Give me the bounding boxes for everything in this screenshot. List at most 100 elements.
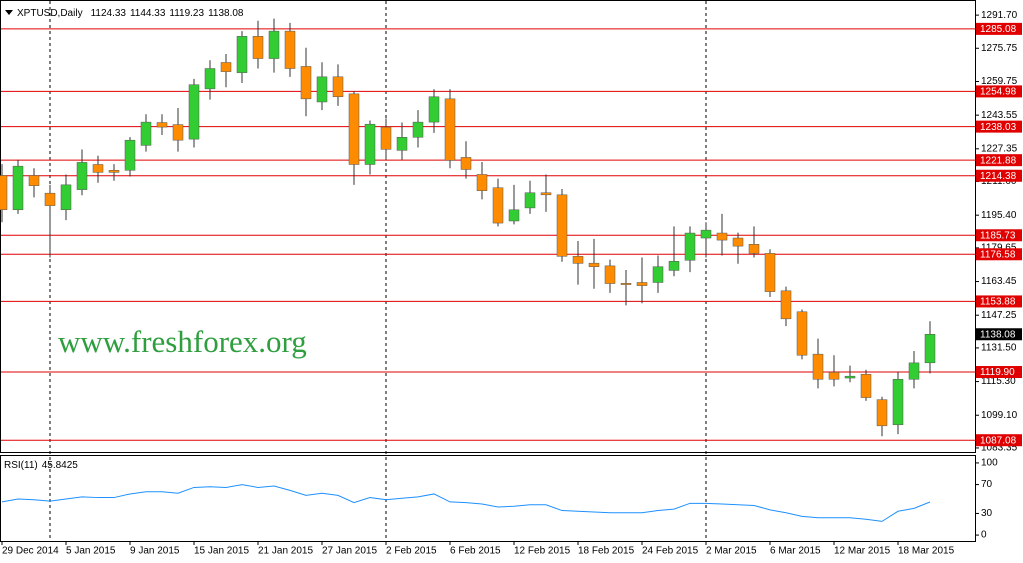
y-tick-label: 1275.75: [981, 43, 1018, 54]
candle-body: [60, 184, 72, 211]
x-tick-label: 6 Feb 2015: [450, 546, 501, 557]
candle-body: [444, 98, 456, 161]
candle-body: [380, 126, 392, 150]
y-tick-label: 1259.75: [981, 76, 1018, 87]
candle-body: [28, 175, 40, 186]
candle-body: [76, 162, 88, 190]
x-tick-label: 29 Dec 2014: [2, 546, 59, 557]
open: 1124.33: [91, 8, 127, 19]
level-label: 1214.38: [980, 171, 1017, 182]
main-panel: [0, 0, 976, 453]
high: 1144.33: [130, 8, 166, 19]
candle-body: [140, 121, 152, 146]
candle-body: [364, 123, 376, 165]
candle-body: [92, 164, 104, 173]
level-label-box: [976, 248, 1022, 261]
x-tick-label: 12 Mar 2015: [834, 546, 891, 557]
y-tick-label: 1179.65: [981, 243, 1017, 254]
candle-body: [572, 256, 584, 264]
candle-body: [492, 187, 504, 224]
candle-body: [44, 192, 56, 206]
candle-body: [268, 30, 280, 59]
level-label-box: [976, 154, 1022, 167]
candle-body: [316, 76, 328, 103]
y-tick-label: 1227.35: [981, 143, 1018, 154]
x-tick-label: 12 Feb 2015: [514, 546, 571, 557]
candle-body: [236, 36, 248, 73]
candle-body: [252, 36, 264, 59]
x-tick-label: 15 Jan 2015: [194, 546, 249, 557]
y-tick-label: 1115.30: [981, 376, 1016, 387]
candle-body: [684, 232, 696, 261]
level-label-box: [976, 434, 1022, 447]
x-tick-label: 9 Jan 2015: [130, 546, 180, 557]
candle-body: [748, 244, 760, 254]
level-label: 1176.58: [980, 249, 1016, 260]
y-tick-label: 1147.25: [981, 310, 1017, 321]
y-tick-label: 1243.55: [981, 110, 1018, 121]
candle-body: [908, 362, 920, 380]
level-label-box: [976, 120, 1022, 133]
candle-body: [732, 237, 744, 247]
candle-body: [780, 290, 792, 320]
current-price-box: [976, 328, 1022, 341]
y-tick-label: 1083.35: [981, 443, 1018, 454]
y-tick-label: 1099.10: [981, 410, 1018, 421]
y-tick-label: 1163.45: [981, 276, 1017, 287]
candle-body: [284, 30, 296, 69]
x-tick-label: 18 Mar 2015: [898, 546, 955, 557]
candle-body: [540, 192, 552, 196]
candle-body: [348, 93, 360, 165]
x-tick-label: 27 Jan 2015: [322, 546, 377, 557]
candle-body: [204, 68, 216, 90]
level-label: 1119.90: [980, 367, 1015, 378]
menu-icon: [5, 10, 13, 15]
symbol: XPTUSD,Daily: [17, 8, 83, 19]
level-label-box: [976, 366, 1022, 379]
watermark: www.freshforex.org: [58, 324, 307, 359]
candle-body: [508, 209, 520, 222]
close: 1138.08: [208, 8, 244, 19]
candle-body: [812, 353, 824, 380]
candle-body: [620, 283, 632, 285]
candle-body: [876, 399, 888, 427]
rsi-tick-label: 100: [981, 458, 998, 469]
rsi-line: [1, 484, 931, 522]
candle-body: [300, 66, 312, 100]
header: XPTUSD,Daily 1124.33 1144.33 1119.23 1138.08: [17, 8, 244, 19]
candle-body: [556, 194, 568, 257]
candle-body: [636, 282, 648, 286]
candle-body: [188, 84, 200, 140]
rsi-tick-label: 30: [981, 508, 993, 519]
candle-body: [924, 334, 936, 364]
candle-body: [156, 122, 168, 128]
candle-body: [428, 96, 440, 123]
x-tick-label: 18 Feb 2015: [578, 546, 635, 557]
candle-body: [0, 175, 8, 211]
candle-body: [588, 262, 600, 267]
x-tick-label: 24 Feb 2015: [642, 546, 699, 557]
candle-body: [892, 379, 904, 426]
candle-body: [332, 76, 344, 98]
rsi-panel: [0, 455, 976, 542]
candle-body: [124, 139, 136, 171]
level-label-box: [976, 295, 1022, 308]
y-tick-label: 1131.50: [981, 343, 1017, 354]
rsi-last: 45.8425: [42, 460, 79, 471]
rsi-tick-label: 70: [981, 479, 993, 490]
x-tick-label: 2 Mar 2015: [706, 546, 757, 557]
level-label: 1238.03: [980, 122, 1017, 133]
candle-body: [764, 253, 776, 292]
level-label-box: [976, 22, 1022, 35]
level-label: 1285.08: [980, 24, 1017, 35]
low: 1119.23: [169, 8, 204, 19]
candle-body: [700, 229, 712, 239]
candle-body: [828, 371, 840, 380]
candle-body: [668, 261, 680, 271]
candle-body: [108, 170, 120, 173]
rsi-header: RSI(11) 45.8425: [4, 460, 78, 471]
candle-body: [796, 311, 808, 356]
candle-body: [220, 62, 232, 72]
y-tick-label: 1195.40: [981, 210, 1017, 221]
